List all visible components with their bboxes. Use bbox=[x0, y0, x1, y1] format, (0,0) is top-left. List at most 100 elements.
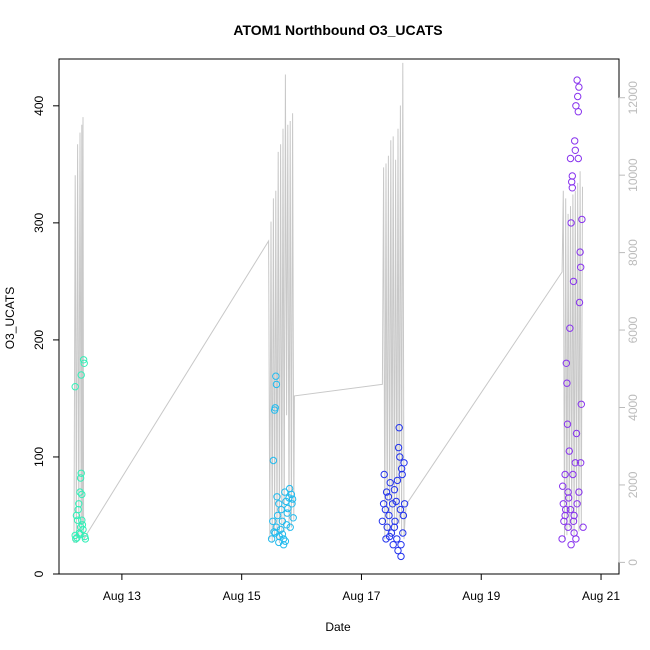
data-point bbox=[561, 470, 569, 479]
data-point bbox=[571, 459, 579, 467]
data-point bbox=[561, 511, 569, 520]
y2-tick-label: 0 bbox=[626, 559, 640, 566]
data-point bbox=[568, 172, 576, 180]
y-tick-label: 400 bbox=[32, 95, 46, 115]
data-point bbox=[383, 523, 391, 531]
data-point bbox=[276, 525, 285, 534]
scatter-points-layer bbox=[71, 76, 587, 561]
data-point bbox=[574, 154, 582, 163]
data-point bbox=[284, 504, 292, 513]
data-point bbox=[78, 516, 86, 524]
data-point bbox=[269, 456, 278, 465]
data-point bbox=[81, 535, 90, 543]
data-point bbox=[569, 470, 577, 479]
y-axis-left: 0 100 200 300 400 bbox=[32, 95, 60, 577]
data-point bbox=[76, 523, 85, 531]
data-point bbox=[564, 523, 572, 531]
data-point bbox=[390, 486, 399, 494]
data-point bbox=[563, 379, 571, 387]
x-tick-label: Aug 19 bbox=[462, 589, 500, 603]
data-point bbox=[288, 495, 297, 503]
x-axis: Aug 13 Aug 15 Aug 17 Aug 19 Aug 21 bbox=[103, 573, 620, 603]
data-point bbox=[396, 505, 405, 514]
data-point bbox=[273, 493, 281, 501]
data-point bbox=[579, 523, 587, 531]
y2-tick-label: 8000 bbox=[626, 239, 640, 266]
data-point bbox=[569, 517, 578, 525]
data-point bbox=[393, 476, 402, 485]
data-point bbox=[289, 514, 297, 522]
data-point bbox=[563, 420, 572, 428]
data-point bbox=[400, 500, 409, 508]
y-tick-label: 200 bbox=[32, 330, 46, 350]
data-point bbox=[571, 146, 579, 155]
data-point bbox=[397, 541, 405, 549]
data-point bbox=[381, 505, 390, 514]
plot-frame bbox=[58, 58, 620, 575]
data-point bbox=[564, 488, 572, 496]
data-point bbox=[574, 92, 582, 101]
data-point bbox=[278, 530, 287, 538]
data-point bbox=[567, 219, 575, 227]
data-point bbox=[283, 509, 291, 517]
data-point bbox=[393, 535, 401, 543]
data-point bbox=[79, 356, 88, 364]
data-point bbox=[76, 474, 85, 482]
data-point bbox=[73, 534, 81, 542]
y2-tick-label: 4000 bbox=[626, 394, 640, 421]
data-point bbox=[267, 535, 276, 543]
data-point bbox=[396, 453, 404, 461]
data-point bbox=[569, 277, 578, 286]
data-point bbox=[275, 538, 283, 547]
data-point bbox=[573, 500, 581, 508]
data-point bbox=[399, 529, 407, 537]
data-point bbox=[565, 447, 573, 455]
data-point bbox=[575, 83, 583, 91]
x-tick-label: Aug 15 bbox=[223, 589, 261, 603]
altitude-line-layer bbox=[73, 62, 583, 544]
data-point bbox=[576, 248, 584, 256]
data-point bbox=[578, 215, 586, 224]
chart-title: ATOM1 Northbound O3_UCATS bbox=[233, 22, 442, 38]
data-point bbox=[566, 154, 575, 163]
x-tick-label: Aug 17 bbox=[342, 589, 380, 603]
data-point bbox=[270, 528, 278, 536]
data-point bbox=[570, 511, 578, 520]
data-point bbox=[76, 488, 84, 496]
y-tick-label: 300 bbox=[32, 213, 46, 233]
data-point bbox=[78, 490, 86, 499]
data-point bbox=[577, 263, 585, 271]
data-point bbox=[75, 500, 83, 508]
data-point bbox=[398, 470, 406, 479]
y2-tick-label: 6000 bbox=[626, 316, 640, 343]
y-tick-label: 0 bbox=[32, 570, 46, 577]
data-point bbox=[385, 511, 393, 520]
data-point bbox=[80, 359, 88, 367]
data-point bbox=[271, 404, 279, 412]
y-axis-label: O3_UCATS bbox=[3, 287, 17, 349]
data-point bbox=[287, 490, 296, 499]
data-point bbox=[378, 517, 387, 525]
data-point bbox=[387, 529, 396, 537]
data-point bbox=[559, 482, 567, 490]
data-point bbox=[562, 359, 570, 367]
data-point bbox=[566, 324, 574, 332]
data-point bbox=[382, 488, 391, 496]
data-point bbox=[286, 523, 294, 531]
x-tick-label: Aug 21 bbox=[582, 589, 620, 603]
data-point bbox=[570, 529, 578, 537]
data-point bbox=[279, 535, 288, 543]
data-point bbox=[71, 383, 79, 391]
data-point bbox=[577, 400, 585, 408]
data-point bbox=[77, 371, 85, 379]
altitude-series-line bbox=[73, 62, 583, 544]
y2-tick-label: 12000 bbox=[626, 81, 640, 115]
y-axis-right: 0 2000 4000 6000 8000 10000 12000 bbox=[618, 81, 640, 566]
data-point bbox=[568, 178, 576, 186]
x-axis-label: Date bbox=[325, 620, 351, 634]
data-point bbox=[384, 493, 393, 501]
data-point bbox=[269, 517, 277, 525]
data-point bbox=[399, 511, 408, 520]
data-point bbox=[572, 429, 581, 438]
